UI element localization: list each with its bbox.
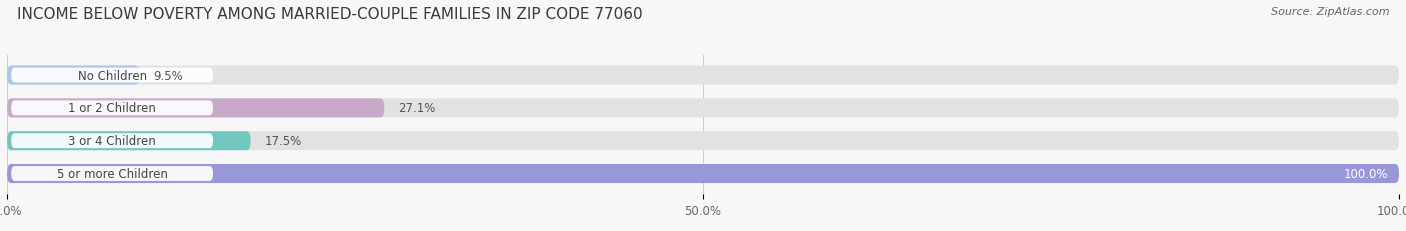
FancyBboxPatch shape: [7, 164, 1399, 183]
Text: 3 or 4 Children: 3 or 4 Children: [69, 135, 156, 148]
FancyBboxPatch shape: [7, 66, 1399, 85]
FancyBboxPatch shape: [7, 66, 139, 85]
FancyBboxPatch shape: [7, 132, 1399, 151]
Text: 9.5%: 9.5%: [153, 69, 183, 82]
FancyBboxPatch shape: [11, 134, 214, 149]
FancyBboxPatch shape: [7, 164, 1399, 183]
Text: INCOME BELOW POVERTY AMONG MARRIED-COUPLE FAMILIES IN ZIP CODE 77060: INCOME BELOW POVERTY AMONG MARRIED-COUPL…: [17, 7, 643, 22]
FancyBboxPatch shape: [11, 166, 214, 181]
Text: 17.5%: 17.5%: [264, 135, 302, 148]
FancyBboxPatch shape: [7, 132, 250, 151]
Text: Source: ZipAtlas.com: Source: ZipAtlas.com: [1271, 7, 1389, 17]
FancyBboxPatch shape: [11, 101, 214, 116]
FancyBboxPatch shape: [11, 68, 214, 83]
Text: 100.0%: 100.0%: [1343, 167, 1388, 180]
Text: No Children: No Children: [77, 69, 146, 82]
Text: 5 or more Children: 5 or more Children: [56, 167, 167, 180]
FancyBboxPatch shape: [7, 99, 384, 118]
Text: 27.1%: 27.1%: [398, 102, 436, 115]
Text: 1 or 2 Children: 1 or 2 Children: [67, 102, 156, 115]
FancyBboxPatch shape: [7, 99, 1399, 118]
